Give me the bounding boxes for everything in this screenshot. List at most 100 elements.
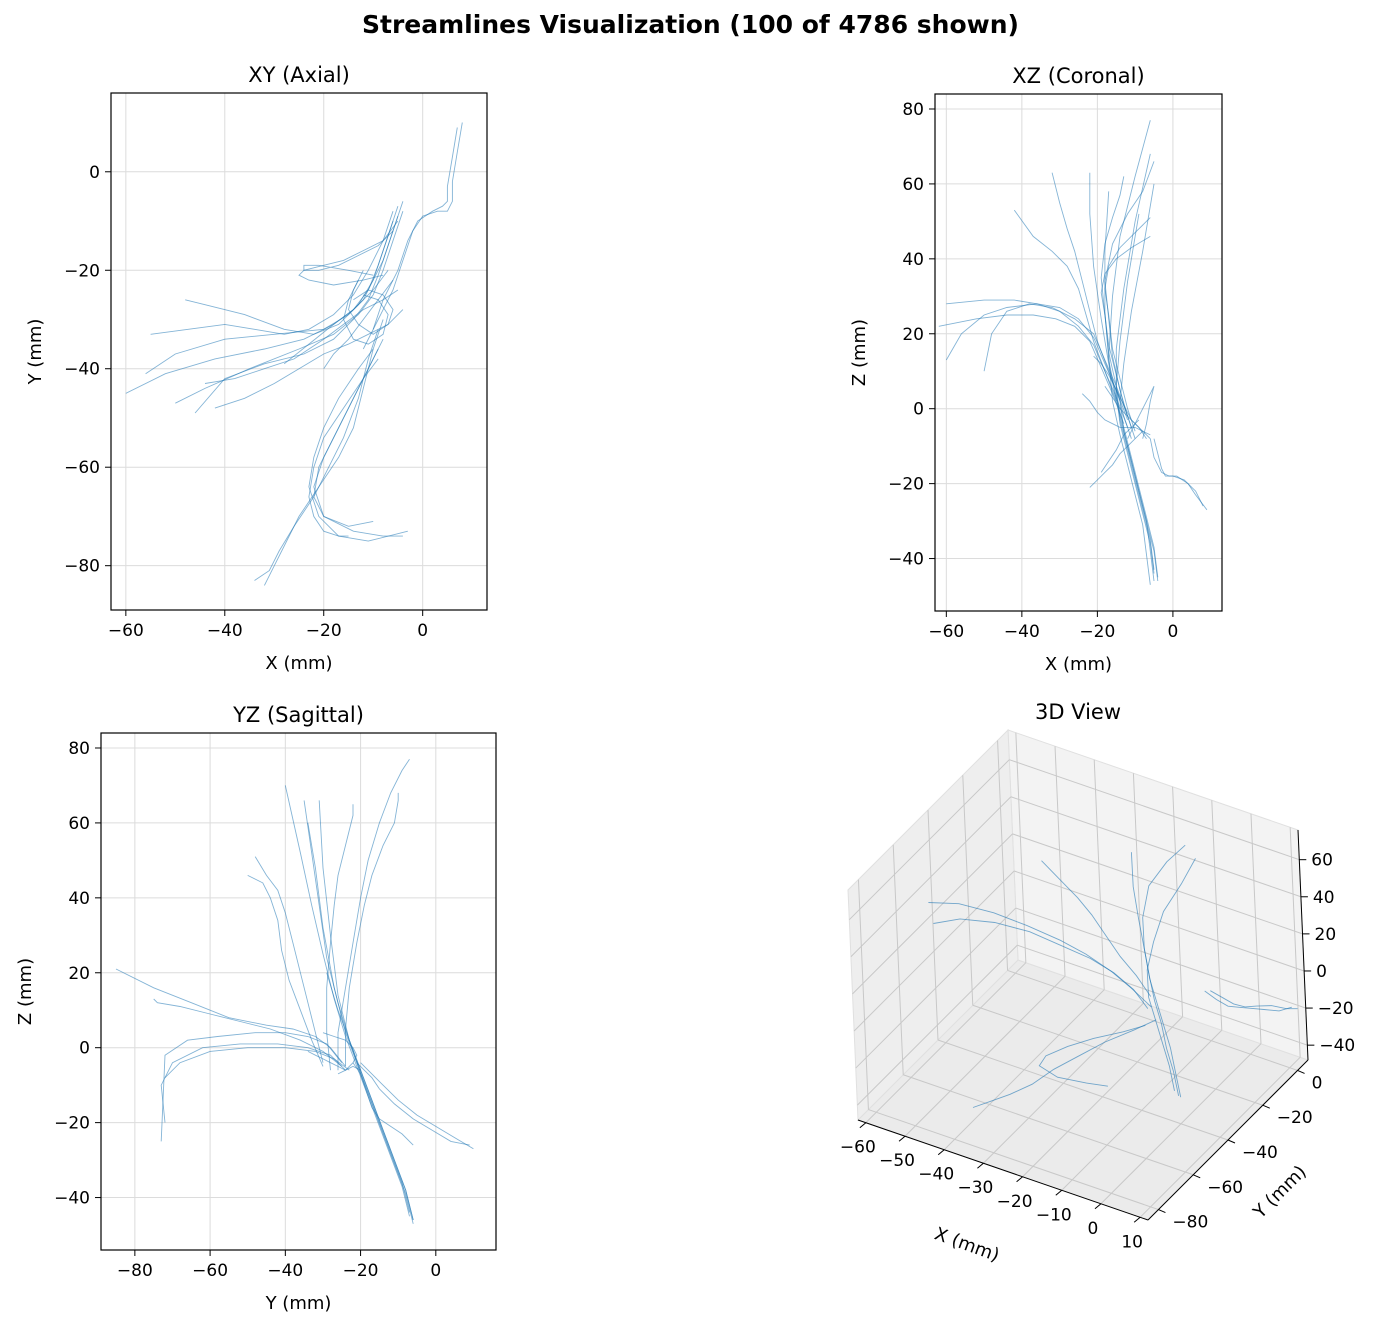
streamline — [1089, 430, 1144, 488]
grid-line — [962, 775, 974, 1006]
streamline — [348, 270, 394, 335]
streamline — [343, 279, 389, 345]
y-tick-label: −20 — [54, 1114, 90, 1134]
grid-line — [997, 740, 1009, 971]
streamline — [1081, 393, 1151, 436]
y-tick-label: 0 — [89, 163, 100, 183]
streamline — [303, 230, 394, 276]
x-tick-label: −20 — [343, 1261, 379, 1281]
y-tick-label: 40 — [902, 250, 924, 270]
z-tick-label: −40 — [1319, 1036, 1355, 1056]
x-tick-mark — [898, 1135, 906, 1142]
streamline — [283, 270, 389, 365]
grid-line — [855, 907, 1017, 1069]
x-axis-label: X (mm) — [265, 653, 332, 674]
panel-2-frame — [100, 732, 497, 1251]
streamline — [1204, 990, 1292, 1012]
panel-title: XY (Axial) — [248, 63, 350, 87]
grid-line — [1250, 813, 1262, 1044]
streamline — [1146, 858, 1196, 1091]
y-tick-label: 0 — [913, 400, 924, 420]
streamline — [1149, 438, 1208, 511]
x-tick-mark — [1094, 1203, 1102, 1210]
panel-1-grid — [935, 94, 1222, 611]
x-tick-mark — [937, 1149, 945, 1156]
y-tick-label: −60 — [1207, 1178, 1243, 1198]
grid-line — [903, 1074, 1194, 1176]
y-tick-label: −60 — [64, 458, 100, 478]
y-tick-label: −40 — [888, 550, 924, 570]
panel-1-frame — [934, 93, 1223, 612]
y-tick-label: 60 — [68, 814, 90, 834]
x-tick-label: 0 — [1088, 1219, 1099, 1239]
panel-title: 3D View — [1035, 700, 1121, 724]
y-tick-label: 40 — [68, 889, 90, 909]
x-tick-label: −20 — [306, 621, 342, 641]
streamline — [360, 1062, 474, 1150]
streamline — [263, 319, 384, 586]
y-tick-label: 60 — [902, 175, 924, 195]
streamline — [160, 1032, 343, 1142]
x-tick-label: 0 — [430, 1261, 441, 1281]
y-tick-label: 0 — [79, 1039, 90, 1059]
streamline — [1041, 860, 1152, 997]
y-tick-label: 80 — [68, 739, 90, 759]
panel-0-streamlines — [125, 122, 463, 586]
x-tick-label: −60 — [108, 621, 144, 641]
streamline — [1100, 236, 1151, 428]
streamline — [185, 220, 394, 335]
z-tick-label: 0 — [1316, 962, 1327, 982]
y-tick-label: 80 — [902, 100, 924, 120]
panel-2-grid — [101, 733, 496, 1250]
grid-line — [1010, 796, 1302, 898]
panel-0-frame — [110, 92, 488, 611]
streamline — [1130, 852, 1180, 1096]
streamline — [308, 358, 379, 537]
z-tick-label: 20 — [1315, 925, 1337, 945]
y-axis-label: Y (mm) — [1249, 1161, 1311, 1223]
streamline — [1115, 213, 1155, 570]
x-tick-mark — [859, 1122, 867, 1129]
streamline — [284, 785, 410, 1217]
streamline — [326, 972, 414, 1221]
x-tick-label: −50 — [879, 1151, 915, 1171]
y-tick-label: −80 — [1172, 1213, 1208, 1233]
x-tick-label: 0 — [417, 621, 428, 641]
y-tick-mark — [1227, 1139, 1236, 1144]
y-tick-mark — [1193, 1174, 1201, 1179]
x-tick-mark — [1133, 1216, 1141, 1223]
grid-line — [1012, 833, 1303, 935]
streamline — [972, 1019, 1157, 1108]
grid-line — [848, 759, 1010, 921]
streamline — [1210, 990, 1298, 1010]
figure-title: Streamlines Visualization (100 of 4786 s… — [362, 10, 1019, 39]
grid-line — [1054, 746, 1066, 977]
y-tick-label: −20 — [888, 475, 924, 495]
y-tick-label: −40 — [1242, 1143, 1278, 1163]
streamline — [1104, 217, 1151, 432]
z-tick-label: −20 — [1318, 999, 1354, 1019]
x-tick-label: −40 — [207, 621, 243, 641]
z-axis-line — [1297, 829, 1309, 1061]
streamline — [307, 1050, 361, 1071]
x-tick-mark — [1016, 1176, 1023, 1183]
x-tick-label: −60 — [840, 1138, 876, 1158]
x-tick-label: −60 — [192, 1261, 228, 1281]
y-tick-label: −40 — [64, 360, 100, 380]
streamline — [214, 309, 404, 409]
y-axis-label: Y (mm) — [25, 319, 46, 386]
streamline — [254, 856, 324, 1063]
y-tick-label: −20 — [1277, 1108, 1313, 1128]
y-axis-label: Z (mm) — [849, 319, 870, 386]
grid-line — [972, 1004, 1263, 1106]
panel-1-streamlines — [938, 120, 1208, 585]
y-axis-label: Z (mm) — [15, 958, 36, 1025]
x-tick-label: −20 — [997, 1192, 1033, 1212]
streamline — [337, 758, 410, 1071]
streamline — [326, 804, 354, 1071]
x-axis-line — [857, 1119, 1149, 1221]
x-tick-label: −60 — [928, 622, 964, 642]
grid-line — [850, 796, 1012, 958]
grid-line — [1013, 870, 1305, 972]
